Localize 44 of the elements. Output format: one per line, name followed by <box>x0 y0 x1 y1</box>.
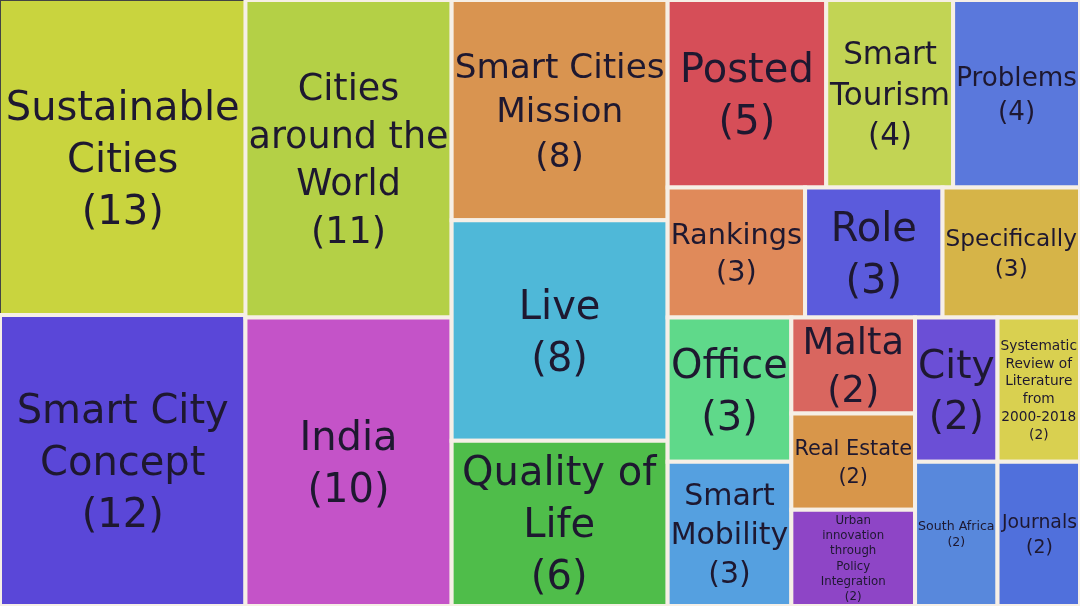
category-label: South Africa <box>918 518 995 534</box>
category-label: Smart Mobility <box>670 477 789 552</box>
data-label: (6) <box>530 552 588 599</box>
category-label: Malta <box>802 320 904 364</box>
data-label: (13) <box>81 186 164 233</box>
data-label: (10) <box>307 464 390 511</box>
data-label: (3) <box>845 255 903 302</box>
data-label: (3) <box>701 392 758 439</box>
data-label: (2) <box>928 392 984 438</box>
category-label: Role <box>830 203 917 250</box>
category-label: Problems <box>956 61 1077 92</box>
category-label: Office <box>671 340 788 387</box>
category-label: Posted <box>680 44 814 91</box>
category-label: Real Estate <box>794 436 913 461</box>
category-label: Rankings <box>670 216 803 251</box>
data-label: (2) <box>1026 534 1053 557</box>
data-label: (3) <box>708 555 751 591</box>
data-label: (3) <box>994 253 1028 281</box>
category-label: City <box>918 341 995 387</box>
data-label: (3) <box>715 254 757 289</box>
data-label: (8) <box>535 134 584 175</box>
category-label: Smart Tourism <box>829 35 951 112</box>
category-label: Sustainable Cities <box>5 82 240 181</box>
data-label: (2) <box>838 463 868 488</box>
category-label: Smart Cities Mission <box>454 45 665 131</box>
data-label: (11) <box>311 208 387 252</box>
category-label: Cities around the World <box>248 66 449 205</box>
category-label: India <box>299 412 398 459</box>
data-label: (5) <box>718 96 776 143</box>
data-label: (2) <box>1029 426 1049 443</box>
category-label: Systematic Review of Literature from 2000-2018 <box>1000 336 1077 425</box>
data-label: (4) <box>997 96 1036 127</box>
data-label: (2) <box>827 368 880 412</box>
data-label: (4) <box>868 115 913 152</box>
category-label: Live <box>518 281 601 328</box>
category-label: Journals <box>1000 510 1077 533</box>
data-label: (2) <box>947 534 966 550</box>
category-label: Smart City Concept <box>16 385 229 484</box>
data-label: (2) <box>844 589 862 604</box>
category-label: Specifically <box>945 223 1078 251</box>
category-label: Urban innovation through Policy Integration <box>820 512 886 589</box>
category-label: Quality of Life <box>462 448 658 547</box>
data-label: (8) <box>531 333 588 380</box>
data-label: (12) <box>81 489 164 536</box>
